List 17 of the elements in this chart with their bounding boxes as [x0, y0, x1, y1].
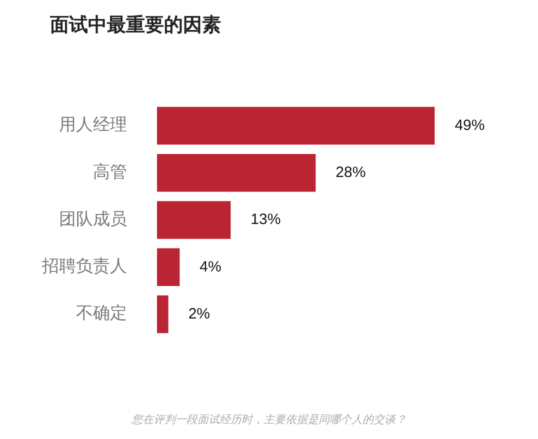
y-tick-label: 高管 — [93, 162, 127, 182]
bar — [157, 106, 435, 145]
bar — [157, 201, 231, 239]
text: 您在评判一段面试经历时，主要依据是同哪个人的交谈？ — [130, 412, 408, 427]
y-tick-label: 招聘负责人 — [41, 256, 127, 277]
data-label: 4% — [200, 258, 222, 276]
data-label: 2% — [188, 305, 210, 322]
bar — [157, 248, 180, 286]
data-label: 49% — [454, 116, 485, 134]
bar — [157, 295, 168, 334]
y-tick-label: 用人经理 — [59, 115, 127, 136]
y-tick-label: 不确定 — [76, 304, 127, 324]
data-label: 13% — [250, 211, 281, 228]
y-tick-label: 团队成员 — [59, 209, 127, 230]
bar — [157, 154, 316, 192]
chart-title: 面试中最重要的因素 — [50, 13, 221, 38]
data-label: 28% — [336, 164, 366, 182]
